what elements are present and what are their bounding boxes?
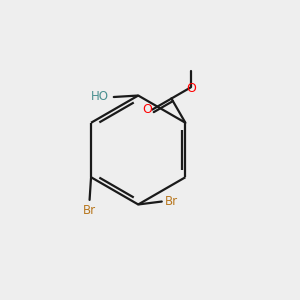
Text: Br: Br [165,195,178,208]
Text: HO: HO [91,91,109,103]
Text: O: O [187,82,196,95]
Text: O: O [142,103,152,116]
Text: Br: Br [83,204,96,217]
